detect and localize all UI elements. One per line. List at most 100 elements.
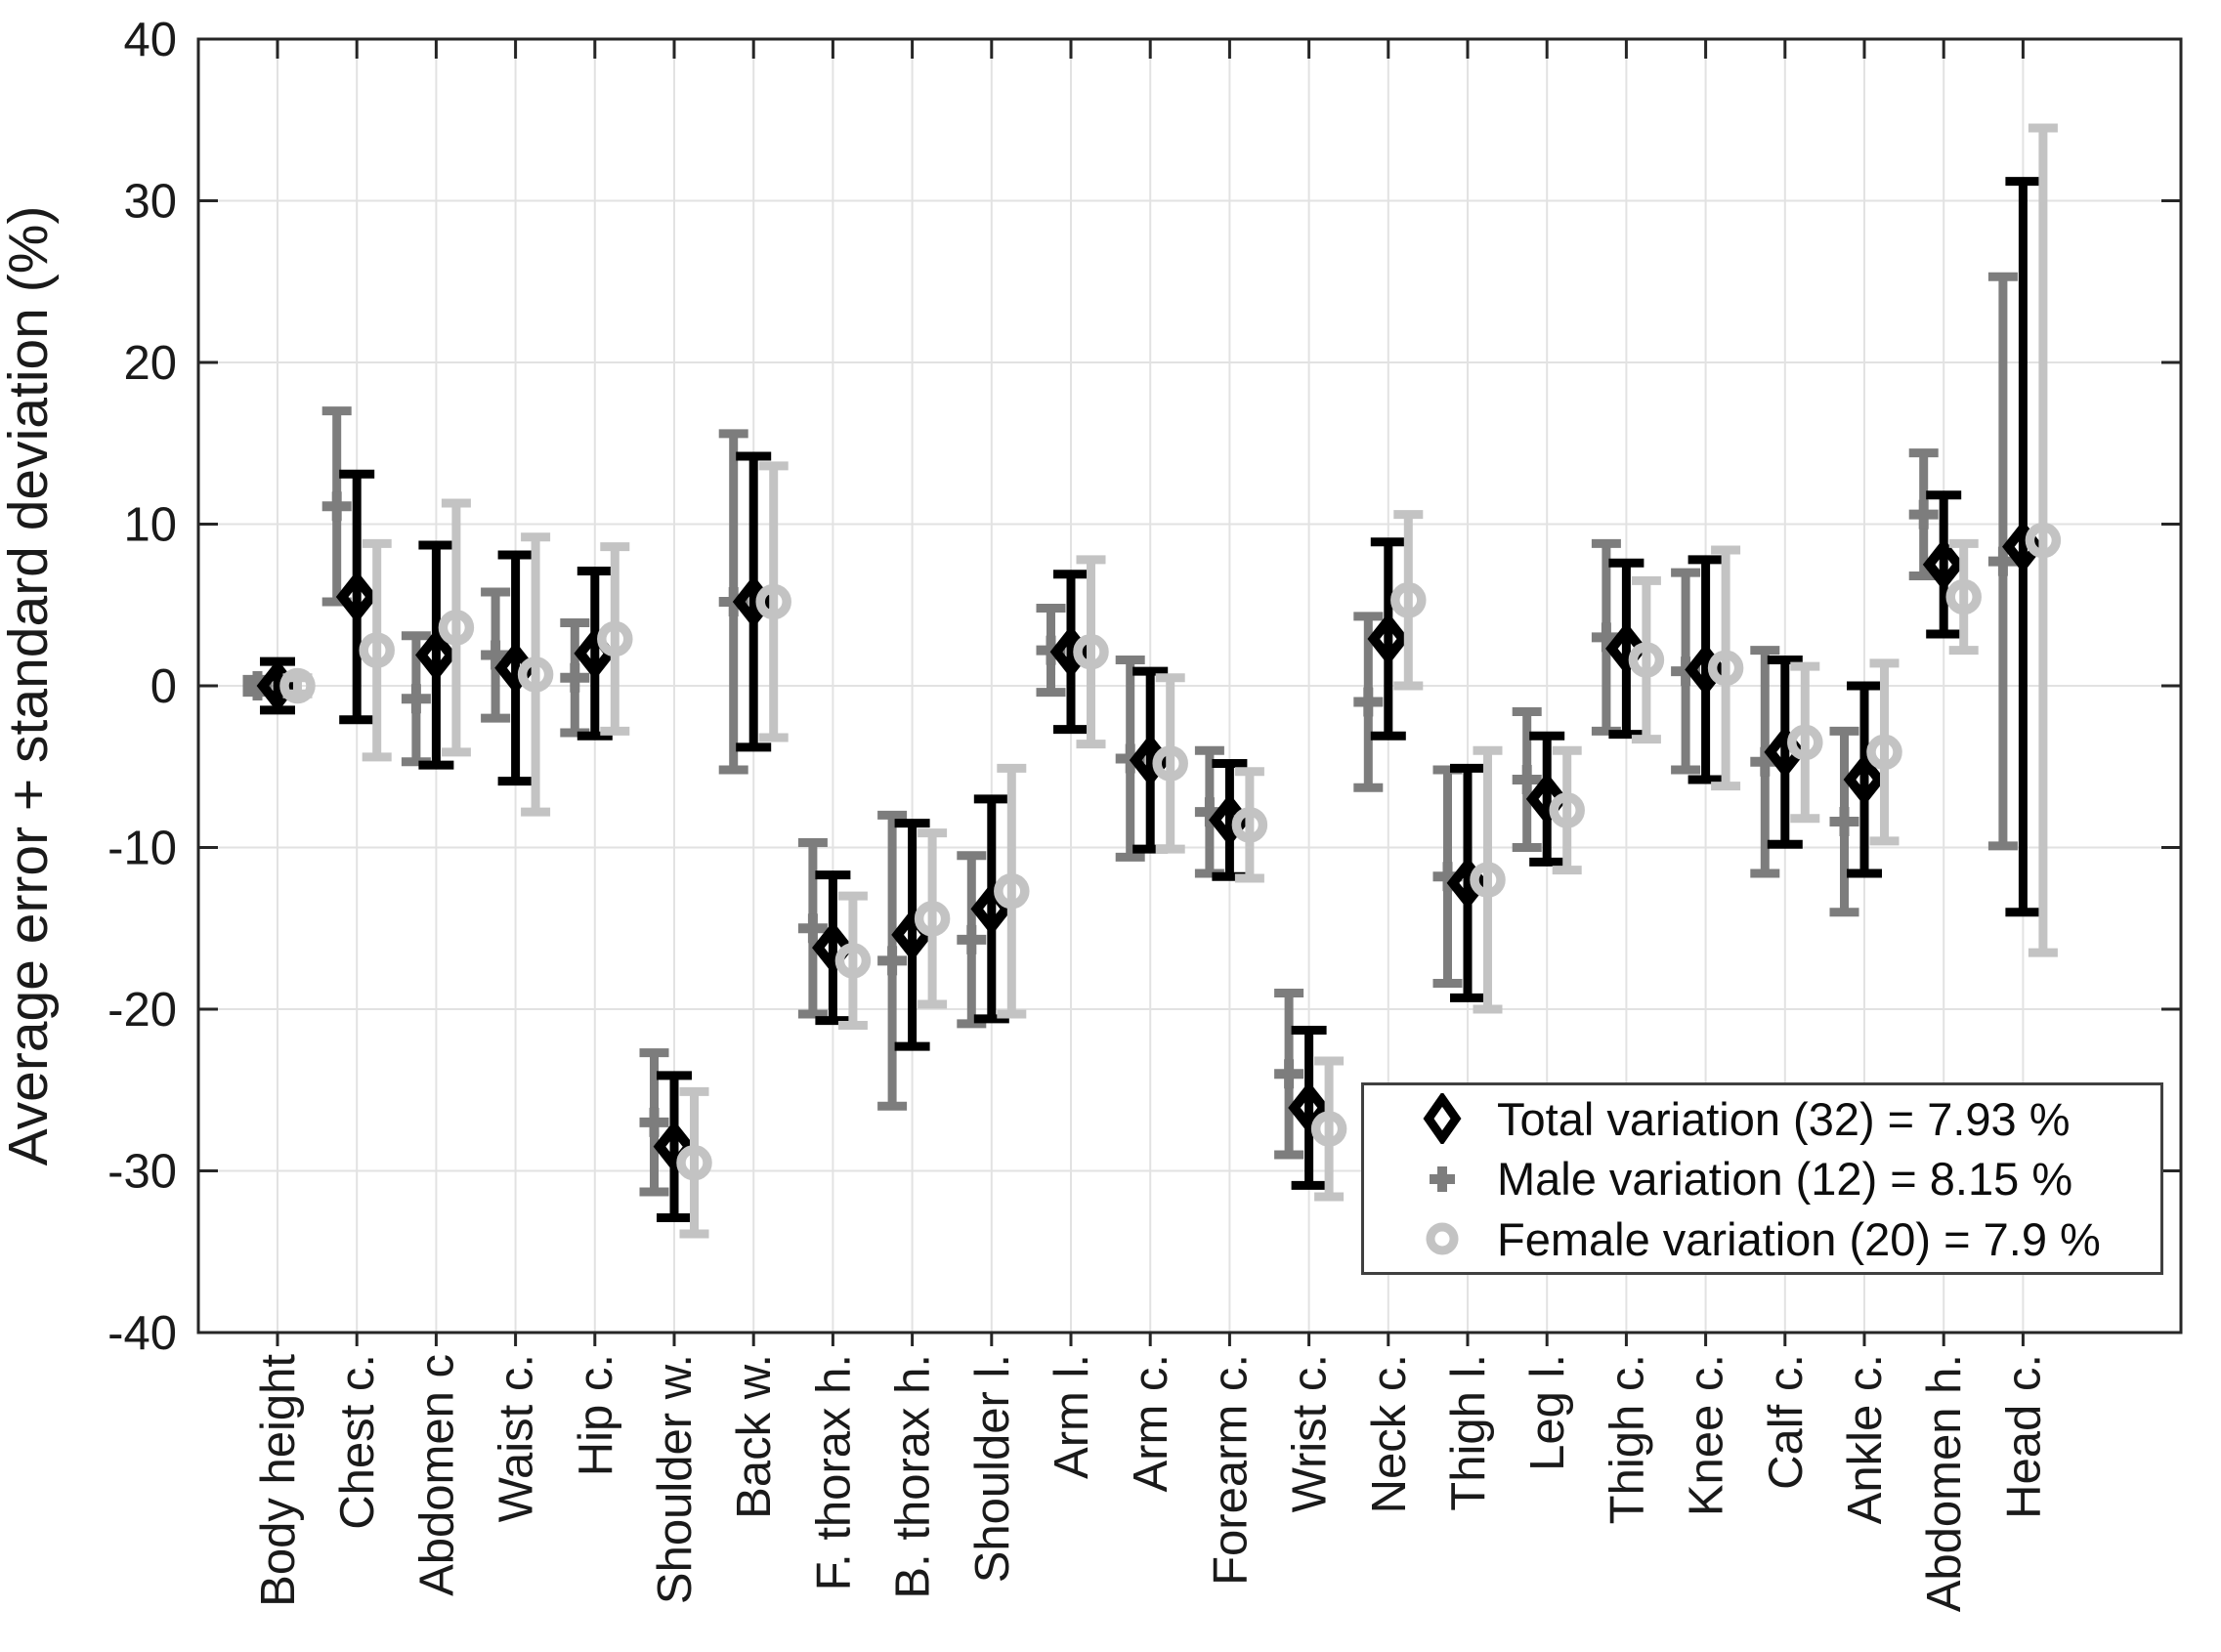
female-circle-marker: [1787, 724, 1823, 761]
circle-error-bar: [1711, 545, 1741, 791]
y-tick-label: 30: [123, 176, 177, 229]
circle-error-bar: [1314, 1056, 1345, 1202]
legend-label-female: Female variation (20) = 7.9 %: [1497, 1212, 2101, 1265]
circle-error-bar: [837, 891, 868, 1031]
total-diamond-marker: [1288, 1080, 1330, 1135]
circle-error-bar: [1948, 538, 1979, 656]
x-category-label: Thigh c.: [1601, 1354, 1653, 1524]
female-circle-marker: [994, 872, 1030, 910]
x-category-label: Arm l.: [1046, 1354, 1098, 1479]
legend-label-total: Total variation (32) = 7.93 %: [1497, 1092, 2071, 1145]
male-plus-marker: [797, 913, 828, 944]
x-category-label: Thigh l.: [1442, 1354, 1495, 1511]
female-circle-marker: [597, 620, 633, 657]
female-circle-marker: [914, 901, 951, 937]
circle-error-bar: [1393, 510, 1424, 691]
female-circle-marker: [1628, 642, 1665, 678]
female-variation-circle-icon: [1426, 1222, 1459, 1255]
data-series-layer: [242, 123, 2062, 1239]
male-plus-marker: [1908, 499, 1939, 529]
male-plus-marker: [877, 946, 908, 976]
x-category-label: Hip c.: [570, 1354, 622, 1476]
female-circle-marker: [279, 667, 316, 704]
diamond-error-bar: [1767, 656, 1803, 849]
legend-item-total: Total variation (32) = 7.93 %: [1397, 1092, 2160, 1146]
legend-item-male: Male variation (12) = 8.15 %: [1397, 1152, 2160, 1206]
diamond-error-bar: [1687, 555, 1724, 784]
female-circle-marker: [1945, 578, 1982, 615]
male-plus-marker: [1274, 1059, 1304, 1089]
circle-error-bar: [521, 532, 551, 817]
total-diamond-marker: [1922, 537, 1965, 591]
y-tick-label: 20: [123, 337, 177, 390]
female-circle-marker: [517, 657, 554, 693]
male-plus-marker: [1353, 687, 1384, 717]
male-plus-marker: [957, 924, 987, 954]
circle-error-bar: [918, 828, 948, 1009]
female-circle-marker: [1549, 792, 1585, 828]
total-diamond-marker: [812, 921, 854, 975]
male-variation-plus-icon: [1430, 1165, 1455, 1192]
total-diamond-marker: [1605, 621, 1647, 676]
x-category-label: Knee c.: [1681, 1354, 1733, 1516]
circle-error-bar: [1869, 658, 1900, 846]
y-tick-label: 40: [123, 14, 177, 66]
x-category-label: Forearm c.: [1204, 1354, 1257, 1586]
female-circle-marker: [359, 632, 395, 668]
female-circle-marker: [1152, 745, 1188, 782]
diamond-error-bar: [1529, 731, 1565, 867]
female-circle-marker: [1073, 633, 1109, 670]
x-category-label: Leg l.: [1521, 1354, 1574, 1471]
diamond-error-bar: [1847, 681, 1882, 878]
female-circle-marker: [1390, 582, 1427, 618]
total-diamond-marker: [335, 570, 378, 624]
male-plus-marker: [1512, 764, 1542, 794]
circle-error-bar: [1473, 745, 1503, 1014]
x-category-label: Shoulder w.: [649, 1354, 702, 1604]
x-category-label: Ankle c.: [1839, 1354, 1892, 1524]
circle-error-bar: [679, 1086, 709, 1239]
male-plus-marker: [1987, 546, 2018, 576]
circle-error-bar: [2028, 123, 2058, 957]
male-plus-marker: [560, 662, 590, 693]
male-plus-marker: [639, 1107, 669, 1137]
x-category-label: Wrist c.: [1284, 1354, 1337, 1512]
total-variation-diamond-icon: [1423, 1093, 1462, 1144]
diamond-error-bar: [736, 451, 772, 752]
x-category-label: Shoulder l.: [966, 1354, 1019, 1583]
diamond-error-bar: [418, 540, 454, 770]
circle-error-bar: [600, 542, 630, 736]
circle-error-bar: [362, 538, 392, 762]
x-category-label: Abdomen h.: [1918, 1354, 1971, 1612]
x-category-label: Back w.: [728, 1354, 781, 1519]
x-category-label: B. thorax h.: [887, 1354, 940, 1599]
male-plus-marker: [321, 491, 352, 522]
diamond-error-bar: [1291, 1026, 1327, 1190]
female-circle-marker: [676, 1144, 712, 1181]
diamond-error-bar: [1450, 763, 1485, 1002]
total-diamond-marker: [1843, 752, 1886, 807]
diamond-error-bar: [339, 469, 375, 725]
legend-label-male: Male variation (12) = 8.15 %: [1497, 1153, 2073, 1205]
diamond-error-bar: [2005, 177, 2041, 917]
legend: Total variation (32) = 7.93 % Male varia…: [1361, 1082, 2163, 1275]
x-category-label: Waist c.: [491, 1354, 543, 1522]
y-tick-label: 10: [123, 499, 177, 552]
female-circle-marker: [1231, 807, 1268, 843]
female-circle-marker: [438, 610, 475, 646]
diamond-error-bar: [973, 794, 1009, 1024]
circle-error-bar: [1234, 767, 1264, 883]
x-category-label: Abdomen c: [410, 1354, 463, 1596]
circle-error-bar: [1631, 575, 1661, 744]
y-tick-label: -20: [107, 984, 177, 1037]
circle-error-bar: [441, 498, 471, 757]
y-axis-label: Average error + standard deviation (%): [0, 206, 60, 1166]
diamond-error-bar: [815, 870, 851, 1026]
diamond-error-bar: [497, 550, 534, 786]
circle-error-bar: [758, 461, 789, 742]
total-diamond-marker: [1367, 612, 1410, 666]
total-diamond-marker: [1525, 772, 1568, 826]
female-circle-marker: [1470, 862, 1506, 898]
